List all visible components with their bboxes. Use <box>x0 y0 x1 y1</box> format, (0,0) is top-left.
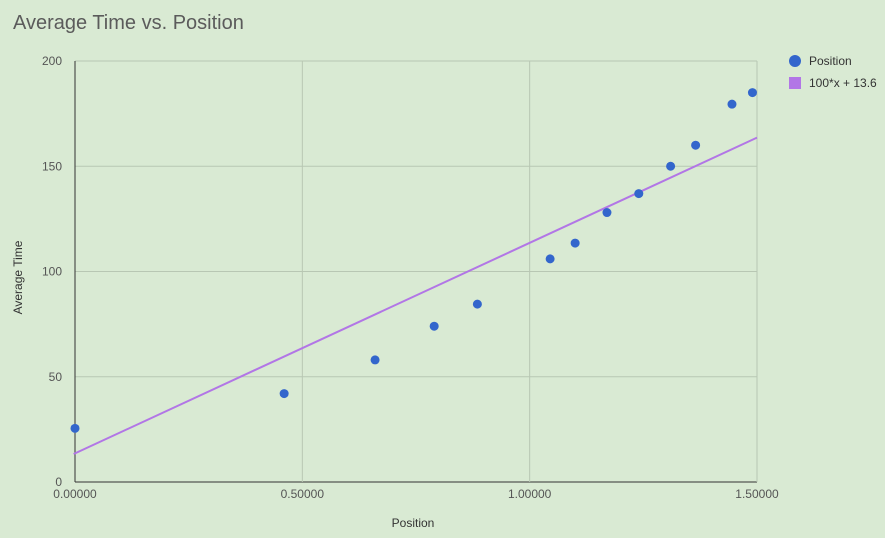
scatter-point <box>472 299 482 309</box>
scatter-point <box>602 208 612 218</box>
legend-marker-position <box>789 55 801 67</box>
scatter-point <box>545 254 555 264</box>
trendline <box>73 136 758 455</box>
x-tick-label: 1.00000 <box>508 487 552 501</box>
legend-label: Position <box>809 54 852 68</box>
scatter-point <box>666 161 676 171</box>
scatter-point <box>747 88 757 98</box>
scatter-point <box>634 189 644 199</box>
scatter-point <box>691 140 701 150</box>
scatter-point <box>370 355 380 365</box>
scatter-point <box>429 321 439 331</box>
x-tick-label: 0.50000 <box>281 487 325 501</box>
y-tick-label: 150 <box>42 159 62 173</box>
y-tick-label: 100 <box>42 265 62 279</box>
scatter-point <box>570 238 580 248</box>
y-tick-label: 200 <box>42 54 62 68</box>
legend-label: 100*x + 13.6 <box>809 76 877 90</box>
scatter-point <box>727 99 737 109</box>
x-axis-title: Position <box>392 516 435 530</box>
y-tick-label: 50 <box>49 370 63 384</box>
scatter-point <box>279 389 289 399</box>
chart-title: Average Time vs. Position <box>13 12 244 34</box>
x-tick-label: 1.50000 <box>735 487 779 501</box>
x-tick-label: 0.00000 <box>53 487 97 501</box>
scatter-point <box>70 423 80 433</box>
legend-marker-trendline <box>789 77 801 89</box>
y-axis-title: Average Time <box>11 240 25 314</box>
y-tick-label: 0 <box>55 475 62 489</box>
